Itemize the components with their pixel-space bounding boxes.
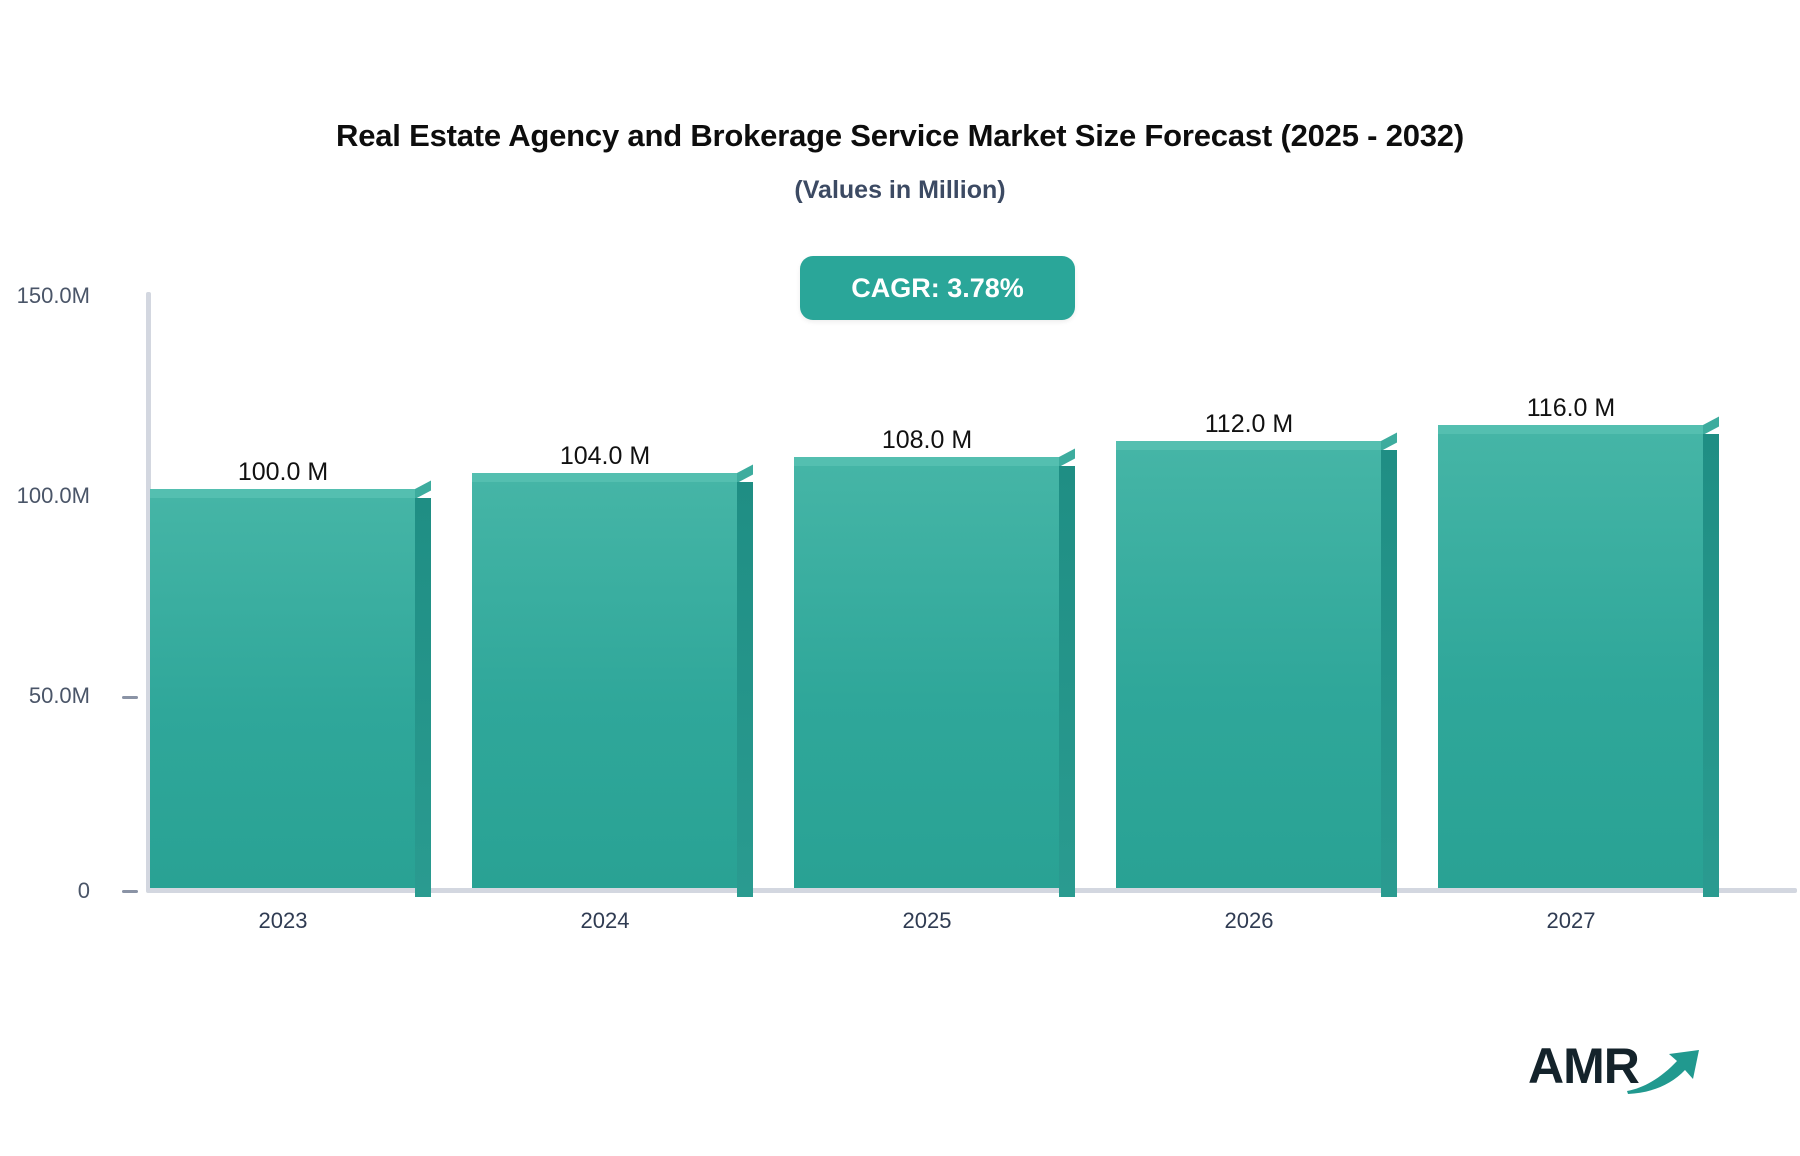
bar-top-face [150, 489, 415, 499]
bar-value-2023: 100.0 M [237, 458, 329, 486]
bar-side-face [415, 498, 431, 897]
bar-value-2027: 116.0 M [1526, 394, 1616, 422]
amr-logo: AMR [1528, 1032, 1703, 1099]
y-axis-tick-mark-50 [122, 696, 138, 699]
bar-front-face [150, 498, 415, 888]
x-axis-label-2027: 2027 [1546, 908, 1596, 933]
bar-top-face [1116, 441, 1381, 451]
y-axis-tick-label-50: 50.0M [28, 683, 90, 708]
y-axis-tick-label-0: 0 [77, 878, 90, 903]
y-axis-tick-mark-0 [122, 890, 138, 893]
page-title: Real Estate Agency and Brokerage Service… [336, 118, 1464, 153]
bar-2026 [1116, 432, 1397, 897]
y-axis-tick-label-150: 150.0M [16, 283, 90, 308]
y-axis-line [146, 292, 151, 892]
bar-top-face [1438, 425, 1703, 435]
x-axis-label-2024: 2024 [580, 908, 630, 933]
bar-front-face [1438, 434, 1703, 888]
bar-side-face [1059, 466, 1075, 897]
bar-front-face [472, 482, 737, 888]
bar-side-face [1381, 450, 1397, 897]
bar-top-face [472, 473, 737, 483]
amr-logo-text: AMR [1528, 1037, 1640, 1094]
bar-value-2025: 108.0 M [881, 426, 973, 454]
bar-side-face [737, 482, 753, 897]
cagr-badge-label: CAGR: 3.78% [851, 272, 1024, 303]
x-axis-label-2025: 2025 [902, 908, 952, 933]
bar-top-face [794, 457, 1059, 467]
bar-side-face [1703, 434, 1719, 897]
cagr-badge: CAGR: 3.78% [800, 256, 1075, 320]
y-axis-tick-label-100: 100.0M [16, 483, 90, 508]
bar-value-2024: 104.0 M [559, 442, 651, 470]
bar-front-face [1116, 450, 1381, 888]
x-axis-label-2026: 2026 [1224, 908, 1274, 933]
bar-front-face [794, 466, 1059, 888]
bar-2027 [1438, 416, 1719, 897]
x-axis-label-2023: 2023 [258, 908, 308, 933]
bar-2025 [794, 448, 1075, 897]
bar-value-2026: 112.0 M [1204, 410, 1294, 438]
chart-subtitle: (Values in Million) [794, 176, 1006, 204]
trend-up-arrow-icon [1625, 1048, 1703, 1099]
bar-2024 [472, 464, 753, 897]
bar-2023 [150, 480, 431, 897]
x-axis-line [146, 888, 1797, 893]
